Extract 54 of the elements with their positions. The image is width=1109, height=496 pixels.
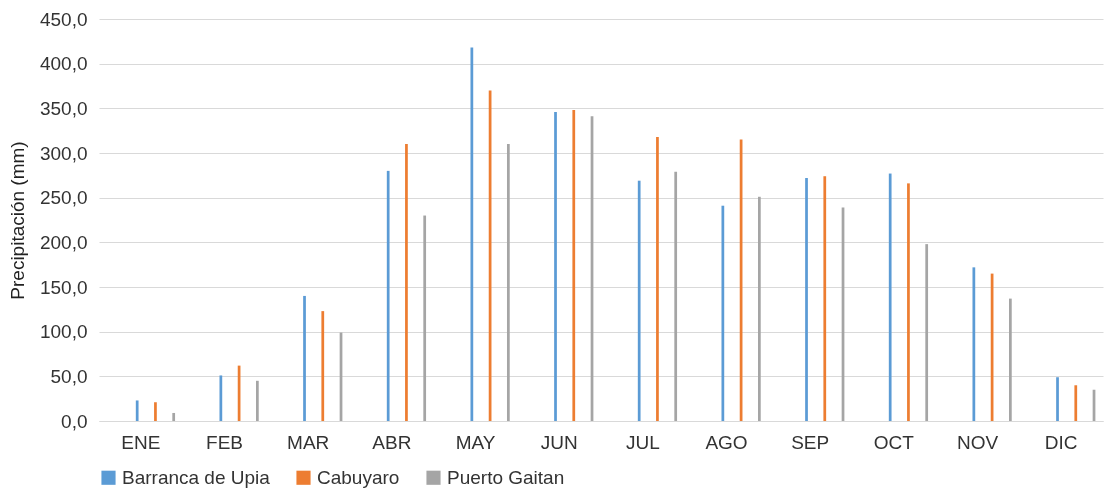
x-tick-label: SEP <box>791 431 830 453</box>
legend-label: Puerto Gaitan <box>447 466 565 488</box>
bar <box>470 47 474 421</box>
bar <box>255 380 259 421</box>
legend-label: Barranca de Upia <box>122 466 271 488</box>
x-tick-label: JUN <box>540 431 578 453</box>
bar <box>805 178 808 421</box>
x-tick-label: JUL <box>625 431 660 453</box>
bar <box>721 205 725 421</box>
legend-label: Cabuyaro <box>317 466 400 488</box>
y-tick-label: 100,0 <box>39 321 88 343</box>
bar <box>572 110 576 421</box>
y-tick-label: 300,0 <box>39 142 88 164</box>
bar <box>321 311 325 421</box>
y-axis-title: Precipitación (mm) <box>6 141 28 300</box>
bar <box>656 136 659 421</box>
bar <box>1074 385 1078 421</box>
x-tick-label: AGO <box>705 431 748 453</box>
y-tick-label: 0,0 <box>61 410 88 432</box>
bar <box>554 111 557 421</box>
bar <box>172 412 176 421</box>
bar <box>823 176 827 421</box>
x-tick-label: DIC <box>1044 431 1078 453</box>
y-tick-label: 450,0 <box>39 8 88 30</box>
bar <box>303 295 306 421</box>
bar <box>888 173 892 421</box>
bar <box>1008 298 1012 421</box>
bar <box>423 215 427 421</box>
bar <box>907 183 910 421</box>
bar <box>386 170 390 421</box>
x-tick-label: OCT <box>873 431 915 453</box>
bar <box>219 375 223 421</box>
bar <box>972 267 976 421</box>
bar <box>154 402 157 421</box>
y-tick-label: 200,0 <box>39 231 88 253</box>
bar <box>135 400 139 421</box>
bar <box>674 171 678 421</box>
bar <box>405 144 408 421</box>
bar <box>925 244 929 421</box>
bar <box>1056 377 1059 421</box>
y-tick-label: 350,0 <box>39 97 88 119</box>
bar <box>637 180 641 421</box>
y-tick-label: 400,0 <box>39 53 88 75</box>
x-tick-label: NOV <box>956 431 999 453</box>
y-tick-label: 50,0 <box>50 365 88 387</box>
y-tick-label: 150,0 <box>39 276 88 298</box>
x-tick-label: FEB <box>206 431 243 453</box>
x-tick-label: MAR <box>287 431 330 453</box>
x-tick-label: MAY <box>455 431 496 453</box>
y-tick-label: 250,0 <box>39 187 88 209</box>
x-tick-label: ENE <box>121 431 161 453</box>
x-tick-label: ABR <box>372 431 412 453</box>
bar <box>757 196 761 421</box>
bar <box>506 144 510 421</box>
